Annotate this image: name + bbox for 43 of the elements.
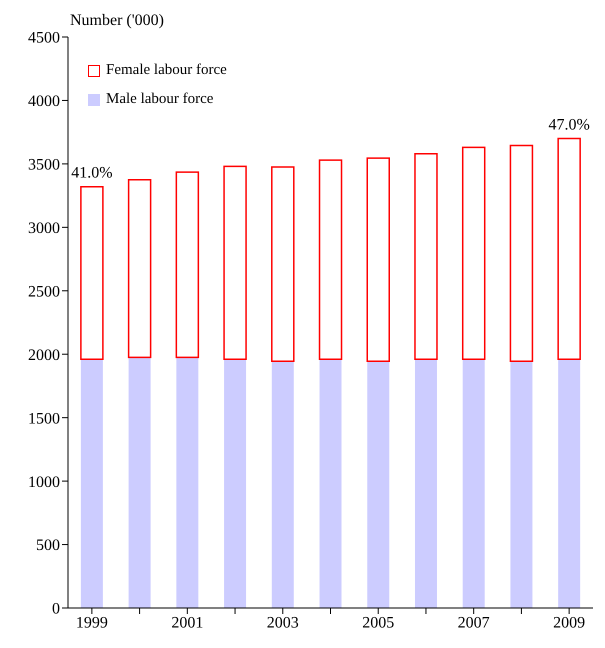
bar xyxy=(128,179,152,358)
legend-label: Female labour force xyxy=(105,62,227,79)
bar xyxy=(414,152,438,360)
y-axis-title: Number ('000) xyxy=(70,12,164,30)
bar xyxy=(224,359,246,608)
x-tick-label: 2003 xyxy=(266,614,299,632)
bar xyxy=(176,357,198,608)
bar xyxy=(510,361,532,608)
bar xyxy=(176,171,200,358)
bar xyxy=(223,166,247,360)
bar xyxy=(557,138,581,360)
bar xyxy=(320,359,342,608)
bar xyxy=(462,146,486,360)
bar xyxy=(318,159,342,360)
y-tick-label: 2000 xyxy=(28,346,60,364)
x-tick-label: 2007 xyxy=(458,614,490,632)
bar xyxy=(271,166,295,362)
y-tick-label: 0 xyxy=(52,600,60,618)
x-tick-label: 1999 xyxy=(76,614,108,632)
y-tick-label: 1000 xyxy=(28,474,60,491)
x-tick-label: 2001 xyxy=(171,614,204,632)
x-tick-label: 2005 xyxy=(362,614,394,632)
y-tick-label: 3500 xyxy=(28,156,60,174)
legend-label: Male labour force xyxy=(105,91,214,108)
y-tick-label: 3000 xyxy=(28,220,60,238)
bar xyxy=(80,359,103,608)
bar xyxy=(272,361,294,608)
y-tick-label: 1500 xyxy=(28,410,60,428)
bar xyxy=(367,361,390,608)
y-tick-label: 4000 xyxy=(28,93,60,110)
annotation: 41.0% xyxy=(71,164,113,182)
y-tick-label: 500 xyxy=(36,537,60,554)
y-tick-label: 4500 xyxy=(28,30,60,47)
bar xyxy=(128,357,151,608)
bar xyxy=(414,359,437,608)
x-tick-label: 2009 xyxy=(553,614,586,632)
y-tick-label: 2500 xyxy=(28,283,60,300)
bar xyxy=(462,359,485,608)
bar xyxy=(80,186,104,360)
bar xyxy=(510,144,534,362)
bar xyxy=(366,157,390,362)
annotation: 47.0% xyxy=(548,116,590,134)
bar xyxy=(558,359,580,608)
